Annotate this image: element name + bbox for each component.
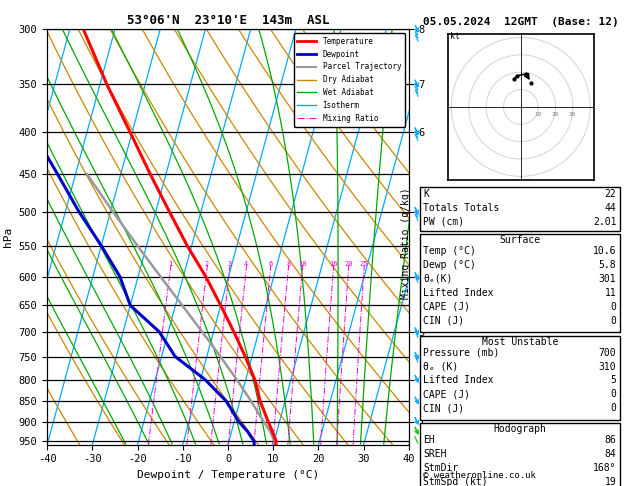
Text: 2.01: 2.01 [593,217,616,227]
Text: Hodograph: Hodograph [493,424,547,434]
Text: 4: 4 [244,260,248,267]
Text: SREH: SREH [423,449,447,459]
Y-axis label: km
ASL: km ASL [443,237,462,259]
Text: Temp (°C): Temp (°C) [423,246,476,256]
Text: 11: 11 [604,288,616,298]
Text: 30: 30 [569,112,577,117]
Text: θₑ(K): θₑ(K) [423,274,453,284]
Text: K: K [423,189,429,199]
Text: 168°: 168° [593,463,616,473]
Text: 0: 0 [611,403,616,413]
Text: 19: 19 [604,477,616,486]
X-axis label: Dewpoint / Temperature (°C): Dewpoint / Temperature (°C) [137,470,319,480]
Text: 10: 10 [298,260,306,267]
Title: 53°06'N  23°10'E  143m  ASL: 53°06'N 23°10'E 143m ASL [127,14,329,27]
Text: 5: 5 [611,375,616,385]
Text: 84: 84 [604,449,616,459]
Legend: Temperature, Dewpoint, Parcel Trajectory, Dry Adiabat, Wet Adiabat, Isotherm, Mi: Temperature, Dewpoint, Parcel Trajectory… [294,33,405,126]
Text: 301: 301 [599,274,616,284]
Text: StmDir: StmDir [423,463,459,473]
Text: 700: 700 [599,347,616,358]
Text: PW (cm): PW (cm) [423,217,464,227]
Text: 25: 25 [360,260,368,267]
Text: θₑ (K): θₑ (K) [423,362,459,371]
Text: 310: 310 [599,362,616,371]
Text: Pressure (mb): Pressure (mb) [423,347,499,358]
Text: 0: 0 [611,315,616,326]
Text: 0: 0 [611,302,616,312]
Text: EH: EH [423,435,435,445]
Text: 10: 10 [535,112,542,117]
Text: Mixing Ratio (g/kg): Mixing Ratio (g/kg) [401,187,411,299]
Text: 3: 3 [227,260,231,267]
Text: Lifted Index: Lifted Index [423,375,494,385]
Text: 05.05.2024  12GMT  (Base: 12): 05.05.2024 12GMT (Base: 12) [423,17,618,27]
Text: 0: 0 [611,389,616,399]
Text: Dewp (°C): Dewp (°C) [423,260,476,270]
Text: 22: 22 [604,189,616,199]
Text: kt: kt [450,32,460,41]
Text: Lifted Index: Lifted Index [423,288,494,298]
Text: Most Unstable: Most Unstable [482,337,558,347]
Text: Surface: Surface [499,236,540,245]
Text: 16: 16 [329,260,338,267]
Text: 20: 20 [344,260,353,267]
Text: 1: 1 [168,260,172,267]
Text: 2: 2 [204,260,209,267]
Text: CIN (J): CIN (J) [423,315,464,326]
Text: CIN (J): CIN (J) [423,403,464,413]
Text: 44: 44 [604,203,616,213]
Text: CAPE (J): CAPE (J) [423,389,470,399]
Text: 20: 20 [552,112,559,117]
Text: 6: 6 [268,260,272,267]
Text: 86: 86 [604,435,616,445]
Text: CAPE (J): CAPE (J) [423,302,470,312]
Y-axis label: hPa: hPa [3,227,13,247]
Text: © weatheronline.co.uk: © weatheronline.co.uk [423,471,535,480]
Text: StmSpd (kt): StmSpd (kt) [423,477,488,486]
Text: LCL: LCL [452,34,470,44]
Text: 10.6: 10.6 [593,246,616,256]
Text: 5.8: 5.8 [599,260,616,270]
Text: Totals Totals: Totals Totals [423,203,499,213]
Text: 8: 8 [286,260,290,267]
